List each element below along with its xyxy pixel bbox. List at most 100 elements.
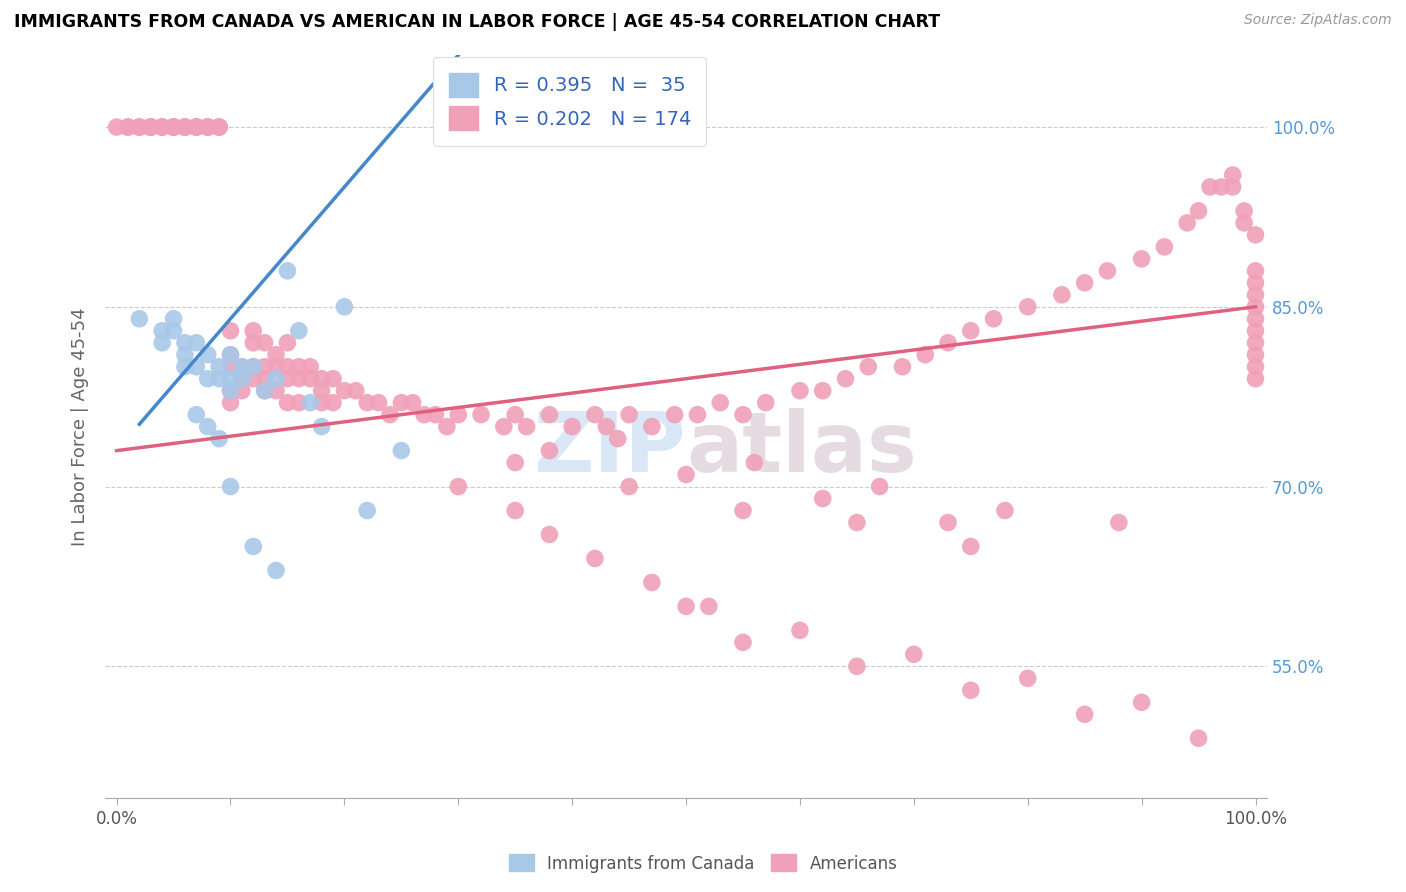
Point xyxy=(994,503,1017,517)
Point xyxy=(231,359,253,374)
Point xyxy=(105,120,128,134)
Point xyxy=(253,384,276,398)
Point xyxy=(299,395,322,409)
Point xyxy=(697,599,720,614)
Point xyxy=(959,540,981,554)
Point xyxy=(641,419,664,434)
Point xyxy=(447,408,470,422)
Point xyxy=(425,408,447,422)
Point xyxy=(389,443,412,458)
Point xyxy=(139,120,162,134)
Point xyxy=(208,432,231,446)
Point xyxy=(1175,216,1198,230)
Point xyxy=(1222,180,1244,194)
Point xyxy=(492,419,515,434)
Point xyxy=(208,359,231,374)
Point xyxy=(231,372,253,386)
Point xyxy=(264,564,287,578)
Point xyxy=(709,395,731,409)
Point xyxy=(197,120,219,134)
Point xyxy=(299,372,322,386)
Point xyxy=(983,311,1005,326)
Point xyxy=(231,372,253,386)
Point xyxy=(219,359,242,374)
Point xyxy=(219,384,242,398)
Point xyxy=(617,408,640,422)
Point xyxy=(186,120,208,134)
Point xyxy=(311,395,333,409)
Point xyxy=(675,467,697,482)
Point xyxy=(128,311,150,326)
Legend: Immigrants from Canada, Americans: Immigrants from Canada, Americans xyxy=(502,847,904,880)
Point xyxy=(174,120,197,134)
Point xyxy=(242,359,264,374)
Point xyxy=(231,384,253,398)
Point xyxy=(311,419,333,434)
Point xyxy=(174,348,197,362)
Point xyxy=(150,120,173,134)
Point xyxy=(538,527,561,541)
Point xyxy=(162,120,184,134)
Point xyxy=(242,372,264,386)
Point xyxy=(1244,288,1267,302)
Point xyxy=(242,540,264,554)
Point xyxy=(1187,731,1209,746)
Point xyxy=(197,348,219,362)
Point xyxy=(186,120,208,134)
Point xyxy=(583,408,606,422)
Point xyxy=(367,395,389,409)
Point xyxy=(858,359,880,374)
Point xyxy=(1050,288,1073,302)
Point xyxy=(242,335,264,350)
Point xyxy=(333,300,356,314)
Point xyxy=(288,372,311,386)
Point xyxy=(503,408,526,422)
Point xyxy=(174,120,197,134)
Point xyxy=(208,120,231,134)
Point xyxy=(117,120,139,134)
Point xyxy=(219,395,242,409)
Point xyxy=(162,120,184,134)
Point xyxy=(276,372,298,386)
Point xyxy=(186,120,208,134)
Point xyxy=(378,408,401,422)
Point xyxy=(538,443,561,458)
Point xyxy=(174,120,197,134)
Point xyxy=(583,551,606,566)
Point xyxy=(731,503,754,517)
Point xyxy=(219,348,242,362)
Point xyxy=(150,120,173,134)
Point xyxy=(1187,203,1209,218)
Point xyxy=(755,395,778,409)
Point xyxy=(253,384,276,398)
Point xyxy=(1153,240,1175,254)
Point xyxy=(253,335,276,350)
Point xyxy=(1073,276,1095,290)
Point xyxy=(276,359,298,374)
Point xyxy=(219,324,242,338)
Point xyxy=(174,359,197,374)
Point xyxy=(117,120,139,134)
Text: atlas: atlas xyxy=(686,409,917,490)
Point xyxy=(606,432,628,446)
Point xyxy=(150,120,173,134)
Point xyxy=(731,635,754,649)
Point xyxy=(242,359,264,374)
Point xyxy=(253,359,276,374)
Point xyxy=(1199,180,1222,194)
Point xyxy=(264,359,287,374)
Point xyxy=(197,372,219,386)
Legend: R = 0.395   N =  35, R = 0.202   N = 174: R = 0.395 N = 35, R = 0.202 N = 174 xyxy=(433,57,706,145)
Point xyxy=(186,408,208,422)
Point xyxy=(845,659,868,673)
Point xyxy=(1017,671,1039,685)
Point xyxy=(139,120,162,134)
Point xyxy=(150,324,173,338)
Point xyxy=(1233,203,1256,218)
Point xyxy=(1233,216,1256,230)
Point xyxy=(242,324,264,338)
Point xyxy=(276,335,298,350)
Point xyxy=(197,120,219,134)
Point xyxy=(253,372,276,386)
Point xyxy=(162,311,184,326)
